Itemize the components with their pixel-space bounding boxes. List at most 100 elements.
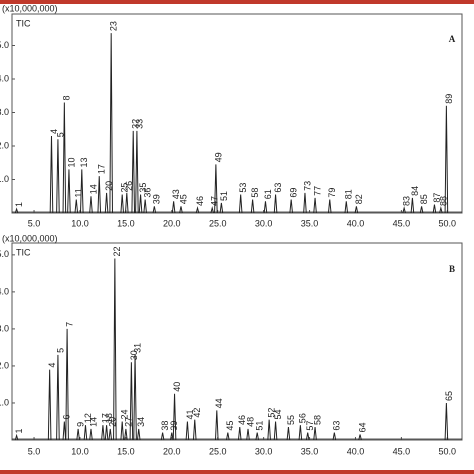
peak — [49, 135, 54, 214]
peak — [120, 421, 125, 441]
peak-label: 25 — [120, 183, 130, 193]
peak — [410, 197, 415, 214]
y-tick-label: 3.0 — [0, 107, 9, 117]
peak-label: 49 — [213, 152, 223, 162]
x-tick-label: 50.0 — [439, 446, 457, 456]
x-tick-label: 5.0 — [28, 446, 41, 456]
x-tick-label: 35.0 — [301, 446, 319, 456]
peak-label: 56 — [298, 413, 308, 423]
peak-label: 7 — [64, 322, 74, 327]
peak-label: 58 — [250, 188, 260, 198]
peak-label: 46 — [195, 196, 205, 206]
peak-label: 48 — [245, 417, 255, 427]
peak — [124, 428, 128, 441]
peak-label: 87 — [432, 193, 442, 203]
x-tick-label: 45.0 — [393, 218, 411, 228]
peak — [170, 432, 174, 441]
peak-label: 20 — [104, 181, 114, 191]
peak — [109, 33, 113, 214]
peak-label: 4 — [47, 363, 57, 368]
peak — [273, 194, 278, 214]
peak — [444, 105, 449, 214]
peak-label: 23 — [109, 21, 119, 31]
peak-label: 39 — [169, 421, 179, 431]
peak — [160, 432, 165, 441]
peak-label: 69 — [289, 188, 299, 198]
peak — [439, 205, 443, 214]
y-tick-label: 4.0 — [0, 73, 9, 83]
x-tick-label: 5.0 — [28, 218, 41, 228]
peak-label: 53 — [238, 183, 248, 193]
x-tick-label: 10.0 — [71, 218, 89, 228]
peak — [62, 102, 67, 214]
peak-label: 5 — [55, 348, 65, 353]
peak-label: 30 — [129, 350, 139, 360]
peak-label: 34 — [136, 417, 146, 427]
peak-label: 18 — [104, 413, 114, 423]
x-tick-label: 30.0 — [255, 446, 273, 456]
top-border — [0, 0, 474, 4]
peak — [214, 164, 218, 214]
y-tick-label: 3.0 — [0, 323, 9, 333]
x-tick-label: 25.0 — [209, 446, 227, 456]
peak — [267, 419, 271, 441]
peak — [303, 192, 307, 214]
peak — [14, 433, 19, 441]
peak — [136, 428, 141, 441]
peak-label: 17 — [97, 164, 107, 174]
peak-label: 81 — [344, 189, 354, 199]
peak — [185, 421, 190, 441]
peak-label: 89 — [444, 94, 454, 104]
peak — [255, 432, 259, 441]
peak — [327, 199, 332, 214]
peak — [47, 369, 52, 441]
peak-label: 35 — [138, 183, 148, 193]
peak — [210, 205, 214, 214]
x-tick-label: 25.0 — [209, 218, 227, 228]
peak-label: 73 — [302, 181, 312, 191]
y-tick-label: 1.0 — [0, 174, 9, 184]
peak — [152, 206, 157, 214]
peak — [250, 199, 255, 214]
peak — [14, 207, 19, 214]
peak — [104, 425, 109, 441]
peak-label: 52 — [267, 408, 277, 418]
peak — [432, 204, 437, 214]
peak — [298, 425, 303, 441]
peak-label: 26 — [124, 181, 134, 191]
peak-label: 14 — [88, 417, 98, 427]
peak-label: 39 — [152, 194, 162, 204]
peak-label: 31 — [132, 343, 142, 353]
peak — [120, 194, 125, 214]
peak — [83, 425, 88, 441]
peak — [313, 426, 317, 441]
plot-frame — [11, 242, 463, 441]
peak-label: 58 — [312, 415, 322, 425]
peak — [135, 130, 139, 214]
peak — [89, 428, 93, 441]
y-tick-label: 2.0 — [0, 360, 9, 370]
peak-label: 13 — [79, 157, 89, 167]
peak — [97, 176, 102, 214]
peak — [67, 169, 71, 214]
peak — [354, 206, 359, 214]
bottom-border — [0, 470, 474, 474]
peak — [124, 192, 129, 214]
peak — [238, 194, 243, 214]
peak — [344, 201, 349, 214]
peak-label: 79 — [327, 188, 337, 198]
peak — [129, 362, 134, 441]
peak-label: 51 — [219, 191, 229, 201]
peak-label: 45 — [178, 194, 188, 204]
peak-label: 51 — [255, 421, 265, 431]
peak — [402, 205, 406, 214]
peak-label: 1 — [14, 202, 24, 207]
x-tick-label: 20.0 — [163, 218, 181, 228]
peak — [246, 428, 250, 441]
peak — [65, 328, 69, 441]
x-tick-label: 40.0 — [347, 446, 365, 456]
peak-label: 45 — [225, 421, 235, 431]
peak — [79, 169, 84, 214]
peak-label: 61 — [263, 189, 273, 199]
